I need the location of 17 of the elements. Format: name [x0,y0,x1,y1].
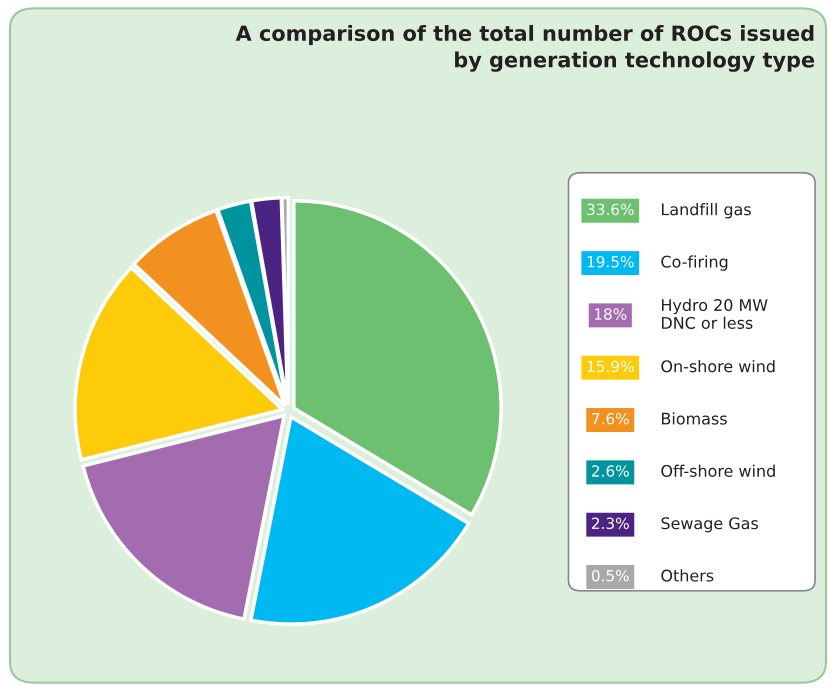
data-label: 18% [594,308,626,320]
data-label: 19.5% [588,256,634,268]
data-label: 2.6% [592,465,629,477]
legend-label: Others [661,569,714,582]
chart-title: A comparison of the total number of ROCs issued by generation technology type [236,24,814,72]
data-label: 0.5% [592,570,629,582]
data-label: 7.6% [592,412,629,424]
data-label: 2.3% [592,518,629,530]
legend-label: Biomass [662,412,727,425]
legend-label: On-shore wind [661,360,775,372]
legend-label: Hydro 20 MW DNC or less [662,298,768,329]
data-label: 15.9% [588,360,634,372]
legend-label: Off-shore wind [661,464,775,477]
legend-label: Co-firing [661,255,728,271]
legend-label: Sewage Gas [661,517,758,532]
legend-label: Landfill gas [662,203,751,218]
data-label: 33.6% [587,204,634,216]
